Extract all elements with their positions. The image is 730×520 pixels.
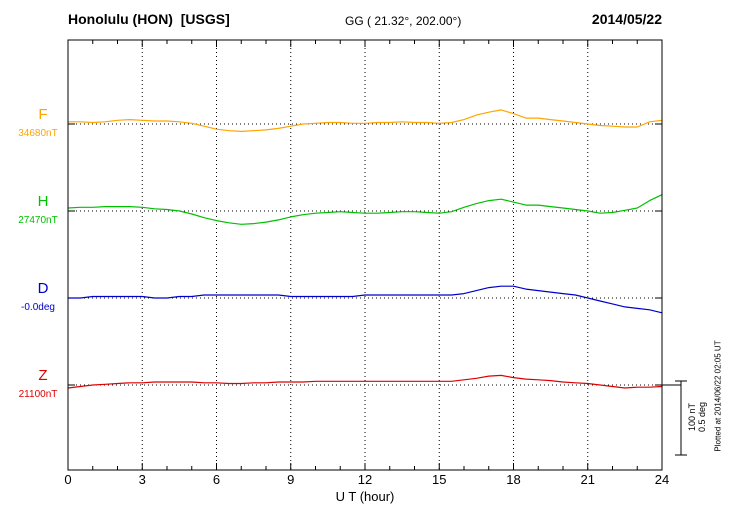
x-tick-label-6: 6 [213, 472, 220, 487]
channel-baseline-f: 34680nT [18, 128, 58, 139]
x-axis-title: U T (hour) [335, 489, 395, 504]
geo-coordinates: GG ( 21.32°, 202.00°) [345, 14, 462, 28]
plotted-at-note: Plotted at 2014/06/22 02:05 UT [713, 340, 723, 452]
channel-label-z: Z [38, 367, 48, 384]
plot-date: 2014/05/22 [591, 11, 662, 27]
trace-H [67, 194, 663, 225]
scale-label-nt: 100 nT [687, 402, 697, 432]
channel-baseline-h: 27470nT [18, 215, 58, 226]
trace-F [67, 109, 663, 132]
x-tick-label-15: 15 [432, 472, 446, 487]
channel-label-h: H [37, 193, 49, 210]
trace-Z [67, 374, 663, 389]
plot-frame [67, 39, 663, 471]
channel-label-d: D [37, 280, 49, 297]
x-tick-label-18: 18 [506, 472, 520, 487]
scale-label-deg: 0.5 deg [697, 401, 707, 433]
channel-baseline-d: -0.0deg [21, 302, 55, 313]
trace-D [67, 285, 663, 314]
x-tick-label-0: 0 [64, 472, 71, 487]
x-tick-label-12: 12 [358, 472, 372, 487]
x-tick-label-9: 9 [287, 472, 294, 487]
channel-label-f: F [38, 106, 48, 123]
station-title: Honolulu (HON) [USGS] [68, 11, 230, 27]
x-tick-label-21: 21 [581, 472, 595, 487]
channel-baseline-z: 21100nT [18, 389, 58, 400]
x-tick-label-24: 24 [655, 472, 669, 487]
x-tick-label-3: 3 [139, 472, 146, 487]
